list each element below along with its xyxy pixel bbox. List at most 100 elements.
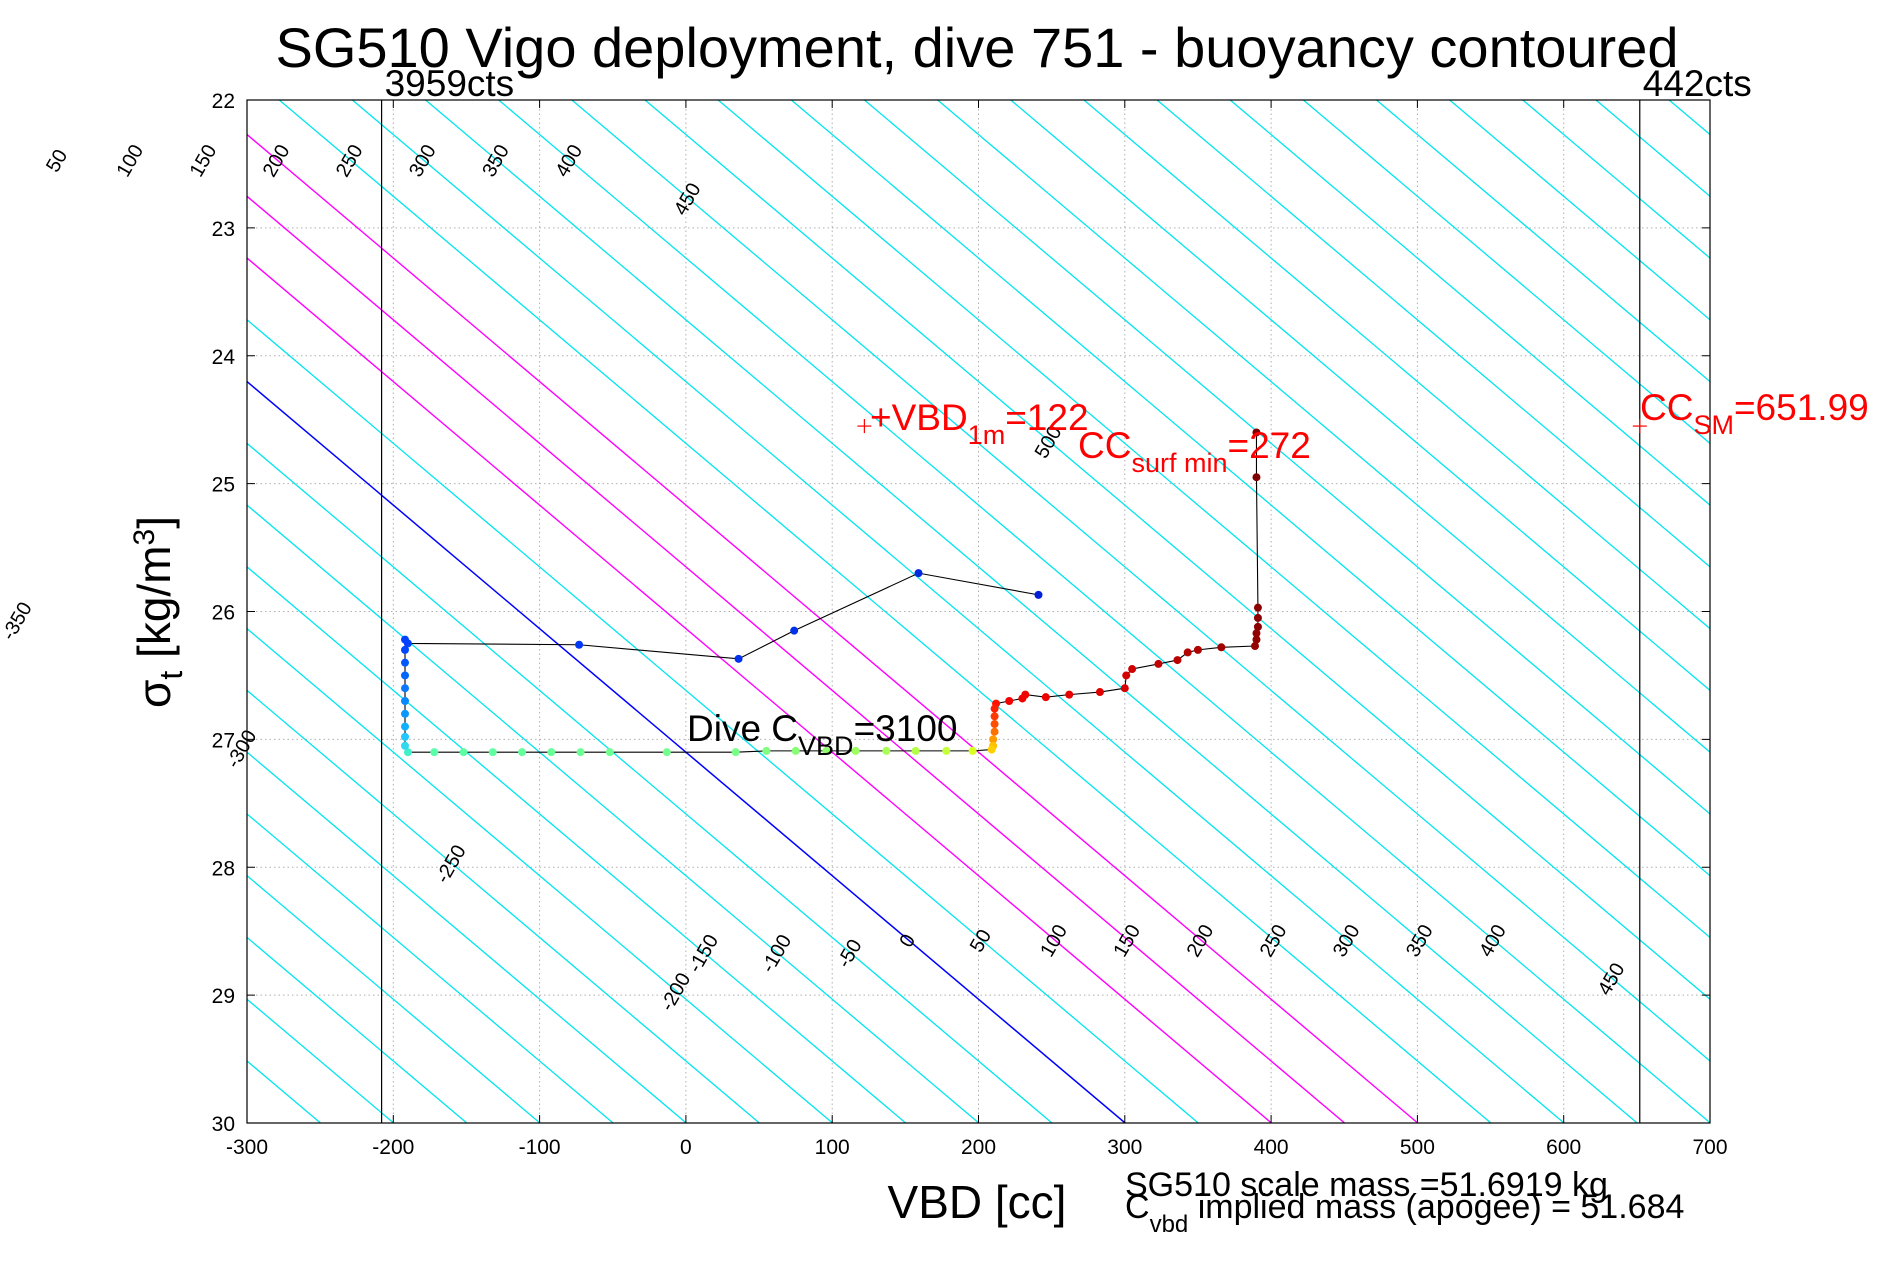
cc-sm-annotation: CCSM=651.99 (1640, 387, 1869, 440)
data-point (403, 748, 412, 757)
x-tick-label: -300 (226, 1136, 268, 1159)
contour-line-magenta (247, 195, 1346, 1123)
contour-line-magenta (247, 257, 1272, 1123)
y-tick-label: 25 (212, 474, 235, 497)
data-point (401, 732, 410, 741)
data-point (1252, 629, 1261, 638)
x-tick-label: 600 (1546, 1136, 1581, 1159)
dive-trace (404, 432, 1259, 753)
contour-line (1742, 100, 1891, 1123)
data-point (942, 746, 951, 755)
contour-line (571, 100, 1710, 1062)
contour-line (790, 100, 1710, 877)
contour-line (425, 100, 1638, 1123)
vbd-1m-annotation: +VBD1m=122 (870, 397, 1089, 450)
contour-line (247, 874, 541, 1123)
y-tick-label: 24 (212, 346, 236, 369)
y-tick-labels: 22 23 24 25 26 27 28 29 30 (212, 90, 1710, 1136)
data-point (401, 709, 410, 718)
annotation-markers (857, 419, 1647, 434)
x-tick-label: 400 (1254, 1136, 1289, 1159)
y-axis-label: σt [kg/m3] (128, 516, 189, 708)
contour-line-magenta (247, 133, 1419, 1123)
data-point (662, 748, 671, 757)
x-tick-label: 0 (680, 1136, 692, 1159)
contour-line (1815, 100, 1891, 1123)
data-point (990, 720, 999, 729)
y-axis-superscript: 3 (128, 529, 161, 546)
contour-label: -350 (0, 598, 37, 644)
data-point (1018, 694, 1027, 703)
contour-line (247, 566, 907, 1123)
data-point (1122, 671, 1131, 680)
data-point (401, 658, 410, 667)
data-point (790, 626, 799, 635)
data-point (401, 697, 410, 706)
contour-line (247, 813, 614, 1123)
data-point (518, 748, 527, 757)
y-tick-label: 30 (212, 1113, 235, 1136)
data-point (762, 746, 771, 755)
data-point (430, 748, 439, 757)
contour-line (1229, 100, 1710, 506)
dive-points (401, 428, 1262, 757)
data-point (1252, 635, 1261, 644)
implied-mass-footer: Cvbd implied mass (apogee) = 51.684 (1125, 1188, 1684, 1238)
contour-line (247, 318, 1199, 1123)
y-tick-label: 23 (212, 218, 235, 241)
x-tick-label: -200 (372, 1136, 414, 1159)
y-tick-label: 27 (212, 729, 235, 752)
y-axis-symbol: σ (128, 680, 180, 708)
contour-line (1083, 100, 1710, 630)
x-tick-labels: -300 -200 -100 0 100 200 300 400 500 600 700 (226, 100, 1728, 1159)
data-point (547, 748, 556, 757)
data-point (911, 746, 920, 755)
contour-line (247, 504, 980, 1123)
data-point (989, 735, 998, 744)
data-point (401, 684, 410, 693)
data-point (403, 639, 412, 648)
contour-line (247, 689, 760, 1123)
data-point (1095, 688, 1104, 697)
chart-title: SG510 Vigo deployment, dive 751 - buoyan… (275, 16, 1678, 79)
contour-line (937, 100, 1710, 754)
x-tick-label: 700 (1692, 1136, 1727, 1159)
contour-line (1449, 100, 1710, 321)
data-point (851, 746, 860, 755)
data-point (1005, 697, 1014, 706)
contour-line (247, 751, 687, 1123)
x-tick-label: 300 (1107, 1136, 1142, 1159)
cc-surf-min-annotation: CCsurf min=272 (1078, 425, 1311, 478)
data-point (1173, 656, 1182, 665)
data-point (1253, 613, 1262, 622)
data-point (1251, 642, 1260, 651)
data-point (1253, 622, 1262, 631)
data-point (990, 727, 999, 736)
data-point (605, 748, 614, 757)
buoyancy-contours (247, 100, 1891, 1123)
data-point (459, 748, 468, 757)
x-tick-label: 200 (961, 1136, 996, 1159)
data-point (822, 746, 831, 755)
contour-line (717, 100, 1710, 939)
y-axis-subscript: t (153, 671, 189, 680)
data-point (1183, 648, 1192, 657)
contour-line (351, 100, 1565, 1123)
scale-mass-footer: SG510 scale mass =51.6919 kg (1125, 1166, 1608, 1204)
contour-line-zero (247, 380, 1126, 1123)
contour-line (247, 442, 1053, 1123)
y-axis-units-close: ] (128, 516, 180, 529)
contour-line (1010, 100, 1710, 692)
data-point (401, 722, 410, 731)
x-axis-label: VBD [cc] (888, 1176, 1067, 1228)
data-point (401, 671, 410, 680)
contour-line (278, 100, 1492, 1123)
data-point (731, 748, 740, 757)
data-point (1154, 659, 1163, 668)
data-point (882, 746, 891, 755)
data-point (990, 712, 999, 721)
contour-line (247, 1121, 248, 1123)
data-point (1034, 590, 1043, 599)
data-point (1065, 690, 1074, 699)
